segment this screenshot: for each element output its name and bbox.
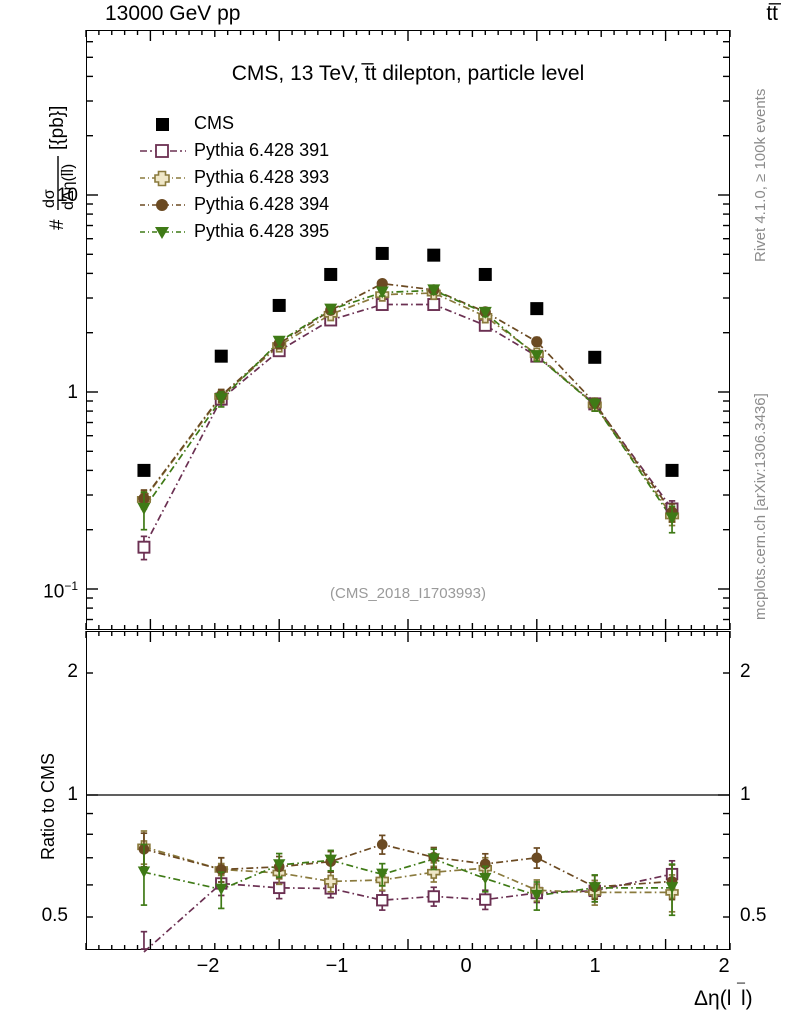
mcplots-arxiv-note: mcplots.cern.ch [arXiv:1306.3436] <box>752 393 769 620</box>
legend-key-cross-open-icon <box>140 168 186 188</box>
svg-text:[{pb}]: [{pb}] <box>47 106 68 150</box>
svg-text:dσ: dσ <box>41 189 58 208</box>
xaxis-label-formula: Δη(l ̅ l) <box>694 982 753 1010</box>
svg-text:Δη(l: Δη(l <box>694 987 731 1010</box>
ratio-ylabel: Ratio to CMS <box>38 752 58 860</box>
xtick--1: −1 <box>325 955 349 977</box>
legend-key-circle-filled-icon <box>140 195 186 215</box>
legend-label-cms: CMS <box>194 113 234 133</box>
legend-item-pythia-394[interactable]: Pythia 6.428 394 <box>140 191 329 218</box>
legend-label-pythia-394: Pythia 6.428 394 <box>194 194 330 214</box>
ytick-0p1-exponent: −1 <box>64 579 78 593</box>
main-ylabel-formula: # dσ dΔη(l̅l) [{pb}] <box>41 106 76 230</box>
main-ylabel: # dσ dΔη(l̅l) [{pb}] <box>36 30 76 230</box>
legend-label-pythia-393: Pythia 6.428 393 <box>194 167 330 187</box>
analysis-id-watermark: (CMS_2018_I1703993) <box>330 585 486 602</box>
legend-key-square-filled-icon <box>140 114 186 134</box>
process-label: tt̅ <box>766 2 778 25</box>
svg-text:#: # <box>47 219 68 230</box>
legend-key-square-open-icon <box>140 141 186 161</box>
ytick-1: 1 <box>67 382 78 403</box>
legend-item-cms[interactable]: CMS <box>140 110 329 137</box>
svg-text:dΔη(l̅l): dΔη(l̅l) <box>60 164 76 210</box>
legend-label-pythia-391: Pythia 6.428 391 <box>194 140 330 160</box>
legend-item-pythia-393[interactable]: Pythia 6.428 393 <box>140 164 329 191</box>
main-ylabel-group: # dσ dΔη(l̅l) [{pb}] <box>2 30 76 330</box>
ratio-ytick-1-left: 1 <box>67 784 78 805</box>
legend-label-pythia-395: Pythia 6.428 395 <box>194 221 330 241</box>
ratio-plot-panel <box>86 631 730 950</box>
beam-energy-label: 13000 GeV pp <box>105 2 241 25</box>
ratio-ytick-2-right: 2 <box>740 661 751 682</box>
ratio-ytick-2-left: 2 <box>67 661 78 682</box>
ratio-ytick-0p5-right: 0.5 <box>740 905 767 926</box>
plot-title: CMS, 13 TeV, t̅t dilepton, particle leve… <box>231 62 585 85</box>
legend-item-pythia-391[interactable]: Pythia 6.428 391 <box>140 137 329 164</box>
ytick-0p1: 10−1 <box>24 579 78 603</box>
legend-key-triangle-down-icon <box>140 222 186 242</box>
svg-text:l): l) <box>741 987 753 1010</box>
xtick-2: 2 <box>718 955 730 977</box>
xaxis-label: Δη(l ̅ l) <box>694 982 780 1012</box>
xtick-1: 1 <box>589 955 601 977</box>
ratio-ytick-1-right: 1 <box>740 784 751 805</box>
rivet-version-note: Rivet 4.1.0, ≥ 100k events <box>752 88 769 262</box>
xtick--2: −2 <box>196 955 220 977</box>
xtick-0: 0 <box>460 955 472 977</box>
ytick-0p1-mantissa: 10 <box>43 581 65 603</box>
ytick-10: 10 <box>56 185 78 206</box>
svg-text:̅: ̅ <box>736 982 746 983</box>
legend-item-pythia-395[interactable]: Pythia 6.428 395 <box>140 218 329 245</box>
ratio-ytick-0p5-left: 0.5 <box>41 905 68 926</box>
legend: CMS Pythia 6.428 391 Pythia 6.428 393 <box>140 110 329 245</box>
